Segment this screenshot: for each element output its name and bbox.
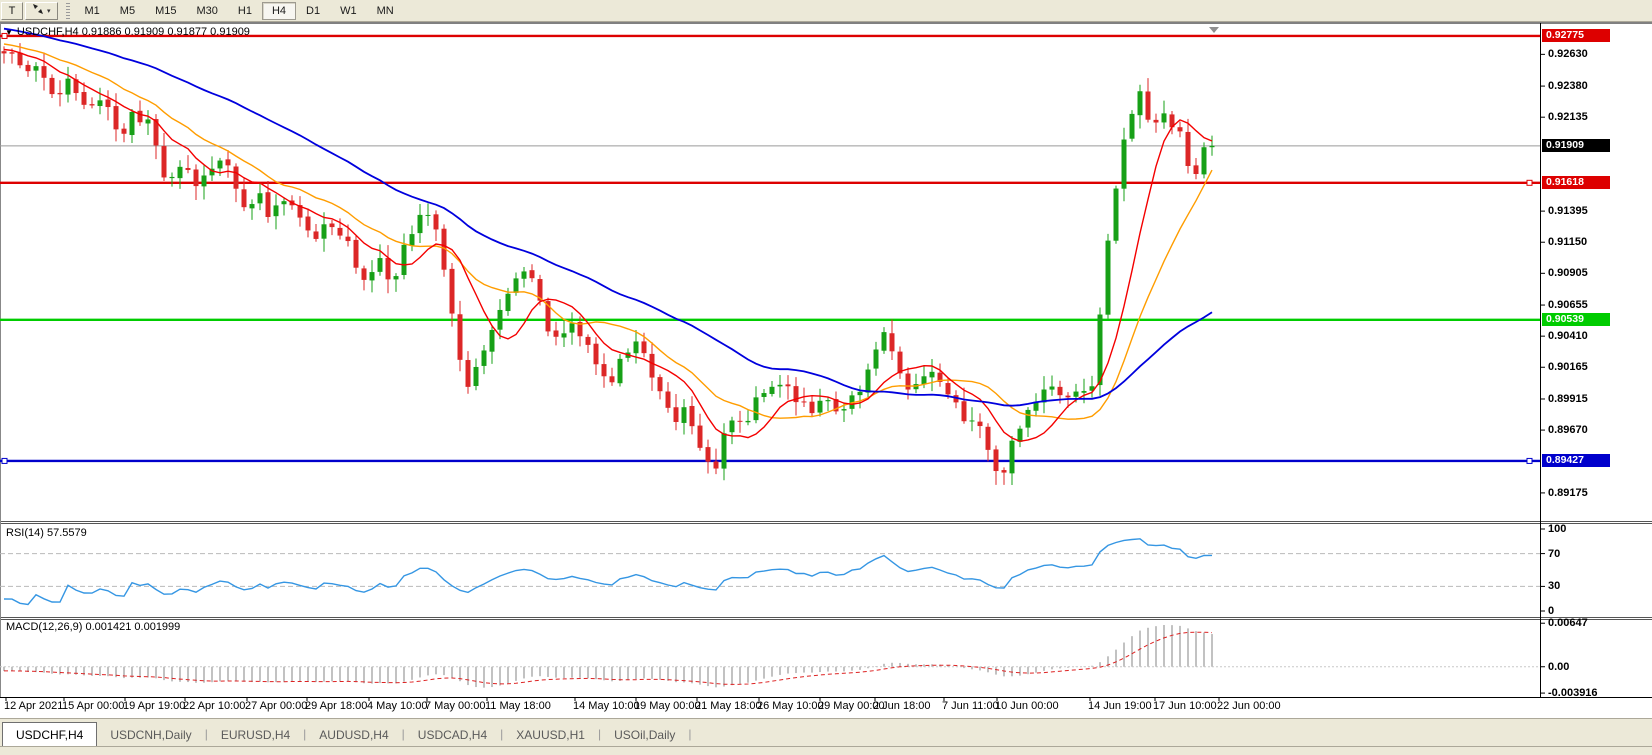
time-tick-label: 19 Apr 19:00 xyxy=(123,700,186,712)
price-tick-label: 0.90655 xyxy=(1548,299,1588,312)
time-tick-label: 17 Jun 10:00 xyxy=(1153,700,1217,712)
price-tick-label: 0.92135 xyxy=(1548,111,1588,124)
time-tick-label: 27 Apr 00:00 xyxy=(245,700,308,712)
time-tick-label: 12 Apr 2021 xyxy=(4,700,64,712)
rsi-tick-label: 100 xyxy=(1548,523,1567,535)
level-price-label: 0.89427 xyxy=(1542,453,1610,467)
scroll-to-end-marker[interactable] xyxy=(1209,27,1219,33)
bottom-strip xyxy=(0,746,1652,755)
price-tick-label: 0.89915 xyxy=(1548,392,1588,405)
time-tick-label: 14 Jun 19:00 xyxy=(1088,700,1152,712)
tab-usdcad-h4[interactable]: USDCAD,H4 xyxy=(417,728,488,742)
tab-separator: | xyxy=(401,727,405,741)
time-tick-label: 15 Apr 00:00 xyxy=(62,700,125,712)
rsi-tick-label: 30 xyxy=(1548,580,1561,593)
toolbar: T ▾ M1 M5 M15 M30 H1 H4 D1 W1 MN xyxy=(0,0,1652,22)
price-tick-label: 0.90410 xyxy=(1548,330,1588,343)
price-tick-label: 0.91395 xyxy=(1548,205,1588,218)
text-tool-button[interactable]: T xyxy=(1,1,23,20)
level-price-label: 0.92775 xyxy=(1542,28,1610,42)
time-tick-label: 29 Apr 18:00 xyxy=(305,700,368,712)
time-tick-label: 19 May 00:00 xyxy=(634,700,701,712)
time-tick-label: 22 Jun 00:00 xyxy=(1217,700,1281,712)
price-tick-label: 0.91150 xyxy=(1548,236,1588,249)
tab-usdchf-h4[interactable]: USDCHF,H4 xyxy=(2,722,98,746)
time-tick-label: 7 May 00:00 xyxy=(425,700,486,712)
timeframe-button-h4[interactable]: H4 xyxy=(261,1,297,20)
time-tick-label: 26 May 10:00 xyxy=(757,700,824,712)
timeframe-button-h1[interactable]: H1 xyxy=(228,2,262,20)
tab-separator: | xyxy=(204,727,208,741)
price-tick-label: 0.90165 xyxy=(1548,361,1588,374)
macd-label: MACD(12,26,9) 0.001421 0.001999 xyxy=(6,621,181,633)
tab-usoil-daily[interactable]: USOil,Daily xyxy=(614,728,676,742)
rsi-tick-label: 0 xyxy=(1548,605,1555,617)
timeframe-button-w1[interactable]: W1 xyxy=(330,2,367,20)
tab-audusd-h4[interactable]: AUDUSD,H4 xyxy=(319,728,389,742)
time-tick-label: 11 May 18:00 xyxy=(485,700,551,712)
timeframe-button-m5[interactable]: M5 xyxy=(110,2,145,20)
current-price-label: 0.91909 xyxy=(1542,138,1610,152)
rsi-label: RSI(14) 57.5579 xyxy=(6,527,87,539)
timeframe-group: M1 M5 M15 M30 H1 H4 D1 W1 MN xyxy=(75,1,404,20)
macd-tick-label: -0.003916 xyxy=(1548,687,1598,700)
tab-eurusd-h4[interactable]: EURUSD,H4 xyxy=(220,728,291,742)
price-tick-label: 0.92380 xyxy=(1548,80,1588,93)
time-tick-label: 10 Jun 00:00 xyxy=(995,700,1059,712)
time-tick-label: 22 Apr 10:00 xyxy=(183,700,246,712)
price-tick-label: 0.89670 xyxy=(1548,424,1588,437)
time-tick-label: 29 May 00:00 xyxy=(818,700,885,712)
tab-separator: | xyxy=(688,727,692,741)
cursor-tool-icon xyxy=(32,3,44,18)
symbol-dropdown-icon[interactable]: ▼ xyxy=(5,28,13,37)
toolbar-grip-handle[interactable] xyxy=(65,2,70,19)
level-price-label: 0.90539 xyxy=(1542,312,1610,326)
price-tick-label: 0.90905 xyxy=(1548,267,1588,280)
time-tick-label: 7 Jun 11:00 xyxy=(942,700,999,712)
macd-tick-label: 0.00 xyxy=(1548,660,1570,673)
chart-tab-bar: USDCHF,H4 USDCNH,Daily | EURUSD,H4 | AUDUSD,H… xyxy=(0,718,1652,746)
time-tick-label: 21 May 18:00 xyxy=(695,700,762,712)
chart-ohlc-text: USDCHF,H4 0.91886 0.91909 0.91877 0.9190… xyxy=(16,26,250,38)
timeframe-button-d1[interactable]: D1 xyxy=(296,2,330,20)
timeframe-button-m30[interactable]: M30 xyxy=(186,2,227,20)
tab-usdcnh-daily[interactable]: USDCNH,Daily xyxy=(110,728,192,742)
tab-xauusd-h1[interactable]: XAUUSD,H1 xyxy=(516,728,585,742)
price-tick-label: 0.92630 xyxy=(1548,48,1588,61)
timeframe-button-mn[interactable]: MN xyxy=(367,2,404,20)
cursor-tool-button[interactable]: ▾ xyxy=(25,1,58,20)
time-tick-label: 2 Jun 18:00 xyxy=(873,700,931,712)
timeframe-button-m15[interactable]: M15 xyxy=(145,2,186,20)
chart-header: ▼ USDCHF,H4 0.91886 0.91909 0.91877 0.919… xyxy=(5,26,250,38)
rsi-tick-label: 70 xyxy=(1548,547,1561,560)
price-tick-label: 0.89175 xyxy=(1548,486,1588,499)
time-tick-label: 14 May 10:00 xyxy=(573,700,640,712)
timeframe-button-m1[interactable]: M1 xyxy=(75,2,110,20)
tab-separator: | xyxy=(303,727,307,741)
time-tick-label: 4 May 10:00 xyxy=(367,700,428,712)
level-price-label: 0.91618 xyxy=(1542,175,1610,189)
tab-separator: | xyxy=(500,727,504,741)
chevron-down-icon: ▾ xyxy=(47,7,51,15)
tab-separator: | xyxy=(597,727,602,741)
macd-tick-label: 0.00647 xyxy=(1548,617,1588,630)
